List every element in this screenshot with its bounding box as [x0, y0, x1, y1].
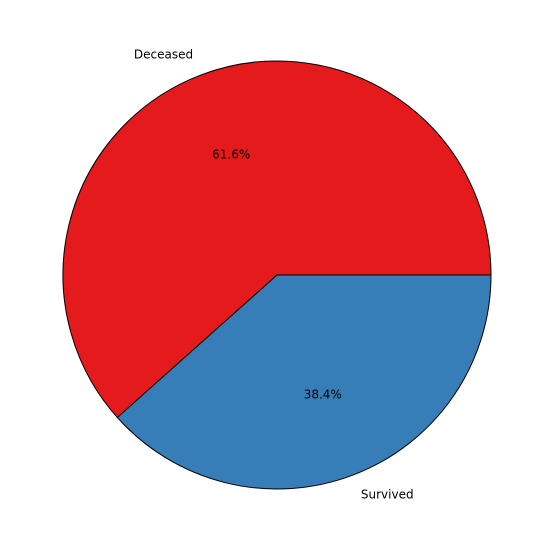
- pie-slice-survived: [116, 274, 492, 490]
- percent-label-survived: 38.4%: [304, 387, 342, 401]
- category-label-survived: Survived: [361, 487, 414, 501]
- pie-labels: Deceased 61.6% Survived 38.4%: [134, 48, 414, 502]
- pie-slice-deceased: [62, 60, 492, 419]
- category-label-deceased: Deceased: [134, 48, 193, 62]
- pie-slices: [62, 60, 492, 490]
- percent-label-deceased: 61.6%: [212, 148, 250, 162]
